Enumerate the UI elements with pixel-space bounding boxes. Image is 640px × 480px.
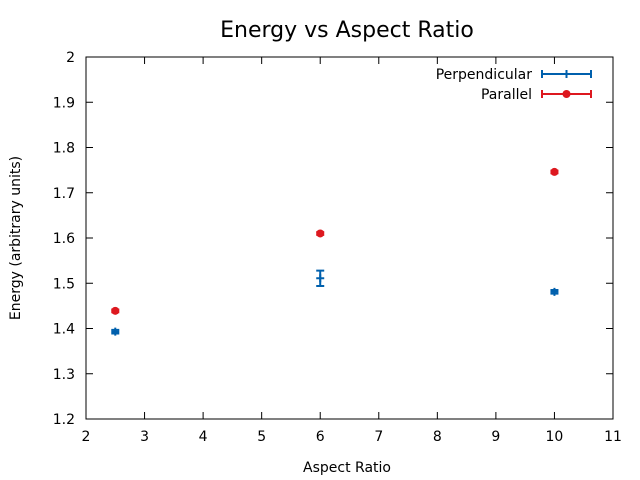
data-point [550, 167, 559, 176]
x-tick-label: 3 [140, 429, 149, 445]
y-tick-label: 1.7 [53, 186, 75, 202]
y-tick-label: 1.2 [53, 412, 75, 428]
legend-item-parallel: Parallel [481, 87, 592, 103]
marker-plus [550, 287, 559, 296]
x-tick-label: 8 [433, 429, 442, 445]
x-tick-label: 2 [82, 429, 91, 445]
x-tick-label: 9 [491, 429, 500, 445]
x-tick-label: 10 [546, 429, 564, 445]
x-axis-label: Aspect Ratio [303, 460, 391, 476]
data-point [550, 287, 559, 296]
y-axis: 1.2 1.3 1.4 1.5 1.6 1.7 1.8 1.9 2 [53, 50, 613, 428]
series-layer [111, 167, 559, 336]
data-point [316, 229, 325, 238]
y-tick-label: 1.8 [53, 141, 75, 157]
y-axis-label: Energy (arbitrary units) [8, 156, 24, 320]
series-perpendicular [111, 269, 559, 336]
y-tick-label: 1.3 [53, 367, 75, 383]
series-parallel [111, 167, 559, 315]
y-tick-label: 1.6 [53, 231, 75, 247]
legend-item-perpendicular: Perpendicular [436, 67, 592, 83]
marker-plus [562, 70, 571, 78]
y-tick-label: 1.5 [53, 276, 75, 292]
chart-title: Energy vs Aspect Ratio [220, 18, 474, 43]
y-tick-label: 2 [66, 50, 75, 66]
y-tick-label: 1.9 [53, 95, 75, 111]
marker-circle [562, 90, 571, 98]
x-tick-label: 6 [316, 429, 325, 445]
legend: Perpendicular Parallel [436, 67, 592, 103]
data-point [316, 269, 325, 287]
data-point [111, 327, 120, 336]
legend-label: Parallel [481, 87, 532, 103]
marker-circle [316, 229, 325, 238]
plot-area-border [85, 56, 614, 420]
y-tick-label: 1.4 [53, 322, 75, 338]
x-tick-label: 4 [199, 429, 208, 445]
data-point [111, 306, 120, 315]
x-tick-label: 11 [604, 429, 622, 445]
marker-plus [316, 274, 325, 283]
x-axis: 2 3 4 5 6 7 8 9 10 11 [82, 57, 622, 445]
x-tick-label: 5 [257, 429, 266, 445]
marker-circle [111, 306, 120, 315]
marker-plus [111, 327, 120, 336]
x-tick-label: 7 [374, 429, 383, 445]
marker-circle [550, 167, 559, 176]
legend-label: Perpendicular [436, 67, 533, 83]
